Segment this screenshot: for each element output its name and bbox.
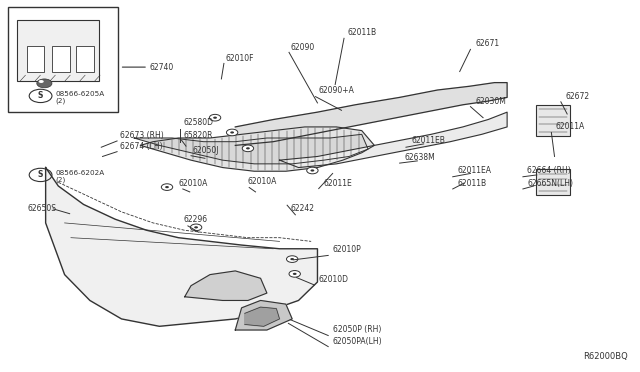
Circle shape: [36, 79, 52, 88]
Polygon shape: [134, 134, 368, 164]
Circle shape: [165, 186, 169, 188]
Text: 62090+A: 62090+A: [319, 86, 355, 95]
Circle shape: [291, 258, 294, 260]
Text: 62010P: 62010P: [333, 245, 362, 254]
FancyBboxPatch shape: [27, 46, 44, 71]
Circle shape: [289, 270, 300, 277]
Text: 62673 (RH): 62673 (RH): [120, 131, 164, 140]
Circle shape: [293, 273, 296, 275]
Text: 62671: 62671: [476, 39, 500, 48]
Text: 62740: 62740: [149, 62, 173, 72]
Text: R62000BQ: R62000BQ: [583, 352, 628, 361]
Text: 08566-6202A: 08566-6202A: [55, 170, 104, 176]
Text: 62050PA(LH): 62050PA(LH): [333, 337, 382, 346]
Text: 62050P (RH): 62050P (RH): [333, 325, 381, 334]
Text: 62010D: 62010D: [319, 275, 349, 283]
Text: 62010A: 62010A: [248, 177, 277, 186]
Text: (2): (2): [55, 98, 65, 104]
Circle shape: [38, 80, 44, 83]
FancyBboxPatch shape: [8, 7, 118, 112]
Circle shape: [230, 131, 234, 134]
Text: S: S: [38, 92, 44, 100]
Circle shape: [242, 145, 253, 152]
Text: 62650S: 62650S: [28, 204, 57, 214]
Circle shape: [227, 129, 238, 136]
Polygon shape: [140, 127, 374, 171]
Polygon shape: [45, 167, 317, 326]
Circle shape: [307, 167, 318, 174]
Text: 62011B: 62011B: [348, 28, 377, 37]
Polygon shape: [244, 307, 280, 326]
Polygon shape: [236, 301, 292, 330]
Text: 62011E: 62011E: [324, 179, 353, 187]
FancyBboxPatch shape: [52, 46, 70, 71]
Circle shape: [213, 116, 217, 119]
Text: 62664 (RH): 62664 (RH): [527, 166, 571, 175]
Circle shape: [161, 184, 173, 190]
Text: 62011EB: 62011EB: [411, 137, 445, 145]
Text: 62638M: 62638M: [404, 153, 435, 162]
Circle shape: [246, 147, 250, 150]
Text: 62011EA: 62011EA: [458, 166, 492, 175]
FancyBboxPatch shape: [536, 105, 570, 136]
Text: 62296: 62296: [184, 215, 207, 224]
FancyBboxPatch shape: [536, 169, 570, 195]
Circle shape: [287, 256, 298, 262]
FancyBboxPatch shape: [76, 46, 93, 71]
Circle shape: [191, 224, 202, 231]
Text: (2): (2): [55, 177, 65, 183]
Text: 62011B: 62011B: [458, 179, 487, 187]
Text: 62665N(LH): 62665N(LH): [527, 179, 573, 187]
Text: 62010A: 62010A: [179, 179, 208, 187]
FancyBboxPatch shape: [17, 20, 99, 81]
Text: 62011A: 62011A: [556, 122, 585, 131]
Polygon shape: [185, 271, 267, 301]
Polygon shape: [280, 112, 507, 167]
Text: 62030M: 62030M: [476, 97, 506, 106]
Polygon shape: [236, 83, 507, 145]
Text: S: S: [38, 170, 44, 179]
Text: 62090: 62090: [291, 43, 315, 52]
Text: 62674 (LH): 62674 (LH): [120, 142, 163, 151]
Text: 62010F: 62010F: [226, 54, 254, 63]
Text: 62242: 62242: [291, 204, 315, 214]
Circle shape: [209, 114, 221, 121]
Text: 62672: 62672: [565, 92, 589, 101]
Text: 08566-6205A: 08566-6205A: [55, 92, 104, 97]
Text: 62050J: 62050J: [192, 146, 219, 155]
Circle shape: [310, 169, 314, 171]
Text: 62580D: 62580D: [184, 118, 214, 127]
Text: 65820R: 65820R: [184, 131, 213, 140]
Circle shape: [194, 226, 198, 228]
